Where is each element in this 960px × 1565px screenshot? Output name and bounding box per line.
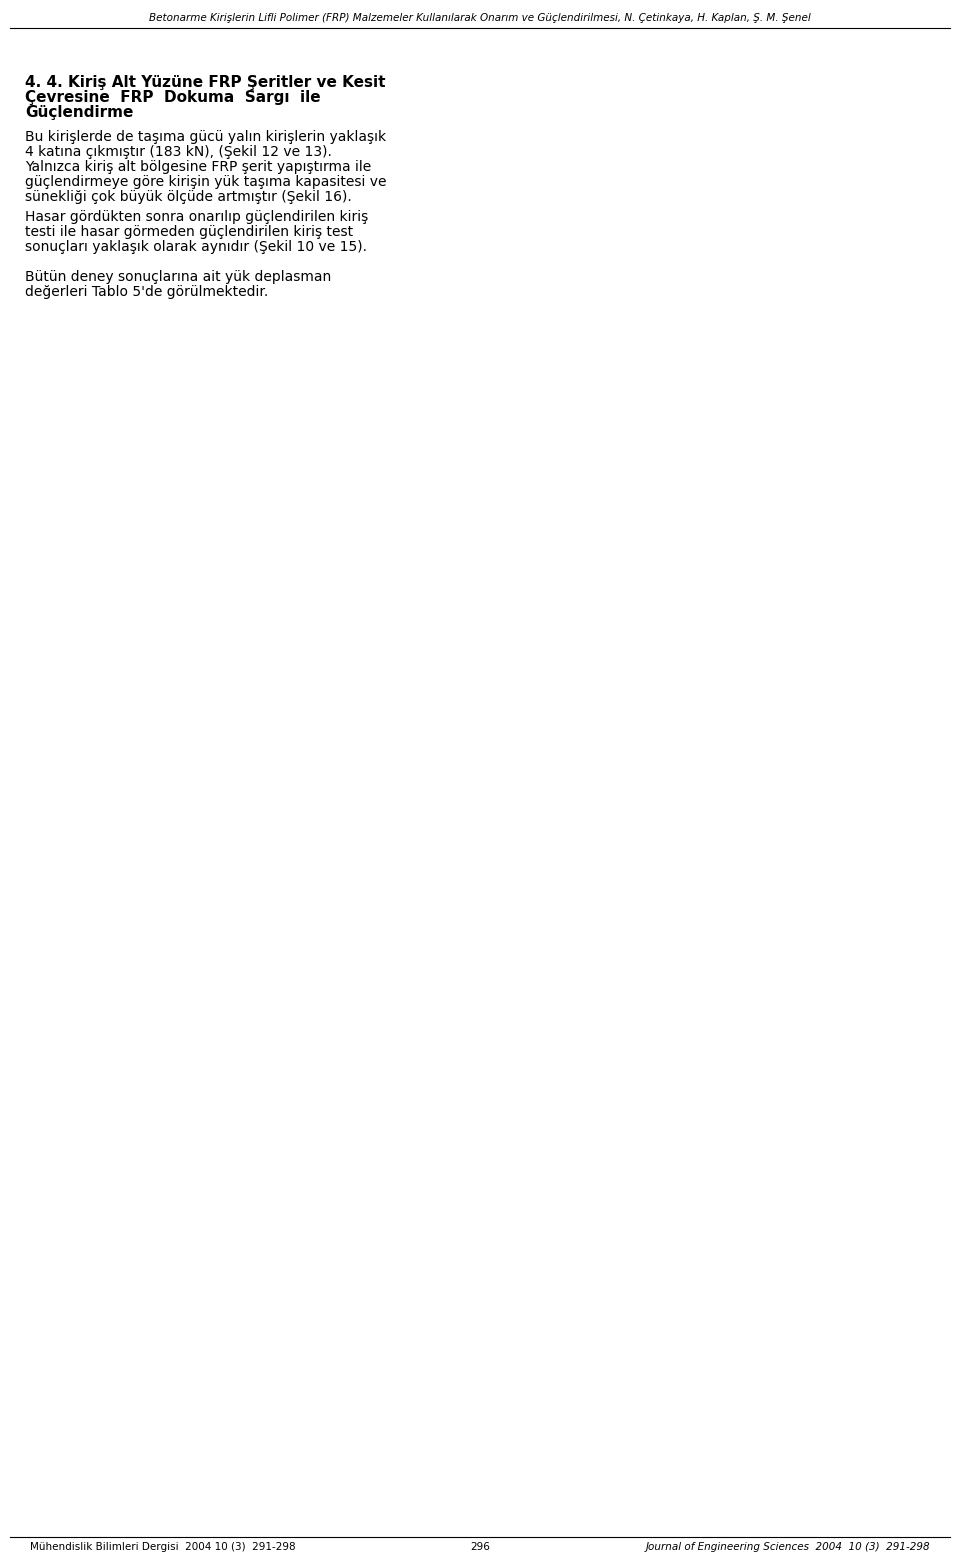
Text: güçlendirmeye göre kirişin yük taşıma kapasitesi ve: güçlendirmeye göre kirişin yük taşıma ka… [25,175,387,189]
Text: Yalnızca kiriş alt bölgesine FRP şerit yapıştırma ile: Yalnızca kiriş alt bölgesine FRP şerit y… [25,160,372,174]
Text: Çevresine  FRP  Dokuma  Sargı  ile: Çevresine FRP Dokuma Sargı ile [25,91,321,105]
Text: Hasar gördükten sonra onarılıp güçlendirilen kiriş: Hasar gördükten sonra onarılıp güçlendir… [25,210,369,224]
Text: 296: 296 [470,1542,490,1552]
Text: Betonarme Kirişlerin Lifli Polimer (FRP) Malzemeler Kullanılarak Onarım ve Güçle: Betonarme Kirişlerin Lifli Polimer (FRP)… [149,13,811,23]
Text: testi ile hasar görmeden güçlendirilen kiriş test: testi ile hasar görmeden güçlendirilen k… [25,225,353,239]
Text: Journal of Engineering Sciences  2004  10 (3)  291-298: Journal of Engineering Sciences 2004 10 … [645,1542,930,1552]
Text: Mühendislik Bilimleri Dergisi  2004 10 (3)  291-298: Mühendislik Bilimleri Dergisi 2004 10 (3… [30,1542,296,1552]
Text: sünekliği çok büyük ölçüde artmıştır (Şekil 16).: sünekliği çok büyük ölçüde artmıştır (Şe… [25,189,351,203]
Text: sonuçları yaklaşık olarak aynıdır (Şekil 10 ve 15).: sonuçları yaklaşık olarak aynıdır (Şekil… [25,239,367,254]
Text: değerleri Tablo 5'de görülmektedir.: değerleri Tablo 5'de görülmektedir. [25,285,268,299]
Text: Güçlendirme: Güçlendirme [25,105,133,121]
Text: Bütün deney sonuçlarına ait yük deplasman: Bütün deney sonuçlarına ait yük deplasma… [25,271,331,283]
Text: 4. 4. Kiriş Alt Yüzüne FRP Şeritler ve Kesit: 4. 4. Kiriş Alt Yüzüne FRP Şeritler ve K… [25,75,386,91]
Text: Bu kirişlerde de taşıma gücü yalın kirişlerin yaklaşık: Bu kirişlerde de taşıma gücü yalın kiriş… [25,130,386,144]
Text: 4 katına çıkmıştır (183 kN), (Şekil 12 ve 13).: 4 katına çıkmıştır (183 kN), (Şekil 12 v… [25,146,332,160]
